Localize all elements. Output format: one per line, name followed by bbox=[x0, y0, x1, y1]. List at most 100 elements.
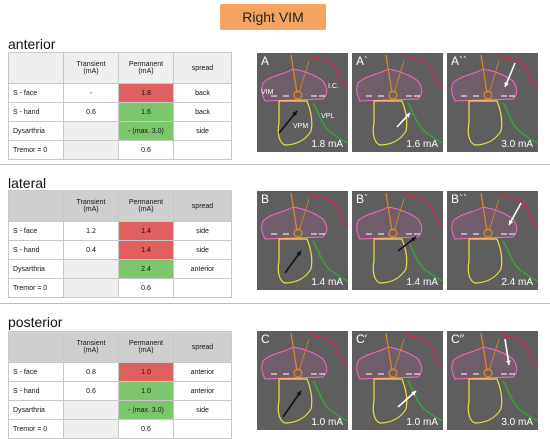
arrow-head-icon bbox=[296, 251, 301, 256]
panel-label: B` bbox=[356, 192, 368, 206]
row-spread bbox=[173, 140, 232, 160]
ic-outline bbox=[308, 332, 348, 366]
row-spread: anterior bbox=[173, 381, 232, 401]
header-permanent: Permanent (mA) bbox=[118, 190, 174, 222]
row-permanent: - (max. 3.0) bbox=[118, 121, 174, 141]
row-transient bbox=[63, 278, 119, 298]
thalamus-schematic bbox=[451, 54, 538, 146]
arrow-head-icon bbox=[292, 111, 297, 116]
row-label: Tremor = 0 bbox=[8, 419, 64, 439]
electrode-line bbox=[385, 54, 393, 94]
arrow-head-icon bbox=[504, 82, 509, 87]
vim-outline bbox=[261, 206, 328, 240]
vim-outline bbox=[356, 68, 423, 102]
vpl-outline bbox=[407, 102, 443, 144]
vpm-outline bbox=[372, 238, 408, 284]
electrode-line bbox=[480, 54, 488, 94]
row-spread bbox=[173, 419, 232, 439]
row-permanent: 1.0 bbox=[118, 362, 174, 382]
table-anterior: Transient (mA) Permanent (mA) spread S -… bbox=[8, 52, 232, 160]
row-label: Dysarthria bbox=[8, 121, 64, 141]
table-row: S - hand 0.6 1.6 back bbox=[8, 102, 232, 122]
electrode-contact bbox=[388, 368, 398, 378]
row-transient: - bbox=[63, 83, 119, 103]
ic-outline bbox=[498, 54, 538, 88]
panel-label: C′′ bbox=[451, 332, 465, 346]
panel-c-double-prime: C′′ 3.0 mA bbox=[447, 331, 538, 430]
row-label: S - face bbox=[8, 362, 64, 382]
panel-current: 1.0 mA bbox=[406, 417, 438, 428]
vpl-outline bbox=[502, 240, 538, 282]
header-spread: spread bbox=[173, 190, 232, 222]
thalamus-schematic bbox=[451, 332, 538, 424]
row-permanent: 1.8 bbox=[118, 83, 174, 103]
row-spread: back bbox=[173, 102, 232, 122]
row-spread: side bbox=[173, 221, 232, 241]
table-row: S - face 1.2 1.4 side bbox=[8, 221, 232, 241]
arrow-head-icon bbox=[411, 391, 416, 396]
vim-outline bbox=[451, 346, 518, 380]
electrode-contact bbox=[483, 368, 493, 378]
electrode-line bbox=[385, 332, 393, 372]
vpl-outline bbox=[407, 240, 443, 282]
header-permanent: Permanent (mA) bbox=[118, 52, 174, 84]
table-posterior: Transient (mA) Permanent (mA) spread S -… bbox=[8, 331, 232, 439]
row-spread: back bbox=[173, 83, 232, 103]
electrode-line bbox=[488, 338, 500, 372]
thalamus-schematic bbox=[356, 54, 443, 146]
table-header-row: Transient (mA) Permanent (mA) spread bbox=[8, 52, 232, 84]
row-permanent: 1.6 bbox=[118, 102, 174, 122]
row-transient: 1.2 bbox=[63, 221, 119, 241]
vim-outline bbox=[356, 206, 423, 240]
electrode-line bbox=[298, 198, 310, 232]
label-vpl: VPL bbox=[321, 113, 335, 120]
vpl-outline bbox=[312, 240, 348, 282]
row-label: Tremor = 0 bbox=[8, 140, 64, 160]
header-spread: spread bbox=[173, 331, 232, 363]
thalamus-schematic bbox=[451, 192, 538, 284]
table-row: Tremor = 0 0.6 bbox=[8, 140, 232, 160]
panel-label: A bbox=[261, 54, 270, 68]
section-title-posterior: posterior bbox=[8, 314, 63, 330]
table-header-row: Transient (mA) Permanent (mA) spread bbox=[8, 190, 232, 222]
panel-b-prime: B` 1.4 mA bbox=[352, 191, 443, 290]
vpl-outline bbox=[312, 380, 348, 422]
electrode-line bbox=[480, 332, 488, 372]
row-transient bbox=[63, 419, 119, 439]
row-permanent: - (max. 3.0) bbox=[118, 400, 174, 420]
divider-1 bbox=[0, 164, 550, 165]
electrode-line bbox=[290, 192, 298, 232]
electrode-line bbox=[290, 54, 298, 94]
vpm-outline bbox=[372, 378, 408, 424]
label-vim: VIM bbox=[261, 89, 274, 96]
panel-c-prime: C′ 1.0 mA bbox=[352, 331, 443, 430]
panel-c: C 1.0 mA bbox=[257, 331, 348, 430]
vpm-outline bbox=[277, 100, 313, 146]
header-transient: Transient (mA) bbox=[63, 331, 119, 363]
vpm-outline bbox=[467, 238, 503, 284]
electrode-contact bbox=[293, 368, 303, 378]
panel-label: B bbox=[261, 192, 270, 206]
thalamus-schematic bbox=[356, 332, 443, 424]
row-label: S - hand bbox=[8, 240, 64, 260]
table-row: S - hand 0.4 1.4 side bbox=[8, 240, 232, 260]
row-transient bbox=[63, 140, 119, 160]
header-blank bbox=[8, 331, 64, 363]
row-transient: 0.8 bbox=[63, 362, 119, 382]
arrow-icon bbox=[278, 110, 298, 134]
thalamus-schematic bbox=[261, 332, 348, 424]
vim-outline bbox=[451, 68, 518, 102]
panel-label: C′ bbox=[356, 332, 367, 346]
row-permanent: 0.6 bbox=[118, 140, 174, 160]
vpl-outline bbox=[407, 380, 443, 422]
row-label: Tremor = 0 bbox=[8, 278, 64, 298]
row-permanent: 1.0 bbox=[118, 381, 174, 401]
row-spread: side bbox=[173, 400, 232, 420]
ic-outline bbox=[403, 192, 443, 226]
label-vpm: VPM bbox=[293, 123, 309, 130]
ic-outline bbox=[403, 332, 443, 366]
row-transient: 0.4 bbox=[63, 240, 119, 260]
vpm-outline bbox=[467, 100, 503, 146]
row-label: S - face bbox=[8, 221, 64, 241]
arrow-head-icon bbox=[508, 220, 514, 225]
